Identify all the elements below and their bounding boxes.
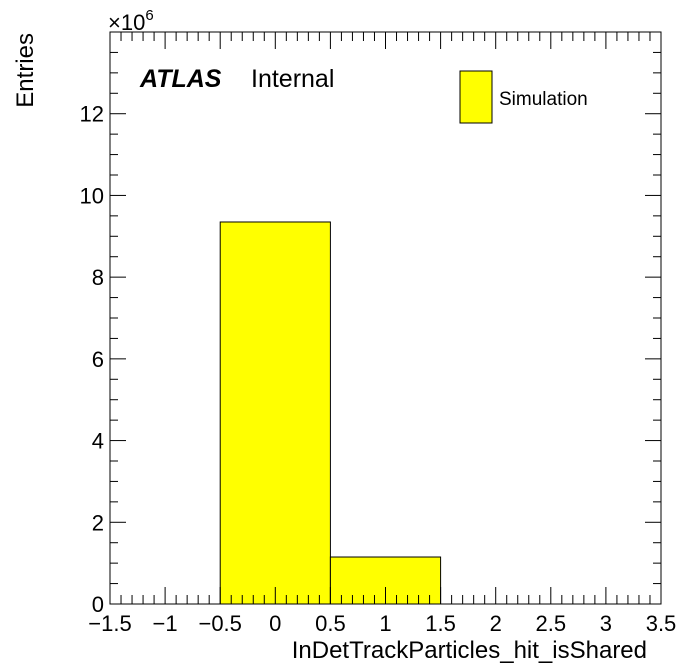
x-axis-title: InDetTrackParticles_hit_isShared [292, 637, 647, 664]
y-tick-label: 6 [92, 347, 104, 372]
x-tick-label: −1 [153, 611, 178, 636]
y-tick-label: 4 [92, 429, 104, 454]
y-tick-label: 0 [92, 592, 104, 617]
x-tick-label: 3.5 [646, 611, 677, 636]
atlas-label: ATLAS [139, 65, 222, 93]
y-tick-label: 2 [92, 510, 104, 535]
y-tick-label: 8 [92, 265, 104, 290]
x-tick-label: −0.5 [198, 611, 241, 636]
x-tick-label: −1.5 [88, 611, 131, 636]
x-tick-label: 2 [490, 611, 502, 636]
legend-label: Simulation [499, 89, 588, 110]
x-tick-label: 1.5 [425, 611, 456, 636]
y-tick-label: 10 [80, 183, 104, 208]
x-tick-label: 3 [600, 611, 612, 636]
x-tick-label: 0 [269, 611, 281, 636]
x-tick-label: 1 [379, 611, 391, 636]
histogram-bin-0 [219, 221, 331, 605]
x-tick-label: 0.5 [315, 611, 346, 636]
y-axis-title: Entries [12, 33, 39, 108]
internal-label: Internal [251, 65, 334, 93]
y-tick-label: 12 [80, 102, 104, 127]
x-tick-label: 2.5 [536, 611, 567, 636]
plot-frame [109, 31, 662, 605]
legend-swatch [459, 70, 493, 124]
y-multiplier-label: ×106 [108, 7, 154, 35]
